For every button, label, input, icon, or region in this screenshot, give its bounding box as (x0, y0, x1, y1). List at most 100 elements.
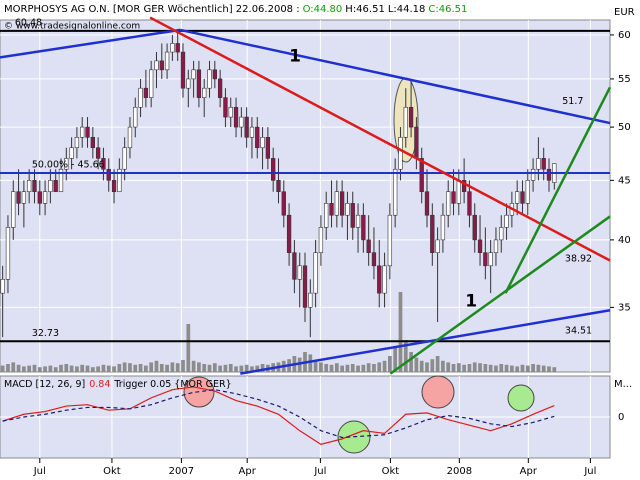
candle-body (255, 126, 260, 149)
volume-bar (48, 365, 53, 372)
volume-bar (207, 364, 212, 372)
volume-bar (22, 366, 26, 372)
candle-body (424, 191, 430, 216)
candle-body (536, 158, 541, 170)
level-label: 50.00% - 45.66 (32, 159, 105, 170)
candle-body (387, 214, 393, 267)
volume-bar (218, 365, 222, 372)
candle-body (361, 214, 366, 241)
candle-body (515, 191, 520, 204)
candle-body (329, 203, 334, 216)
candle-body (37, 191, 42, 204)
candle-body (154, 60, 159, 71)
volume-bar (101, 364, 106, 372)
volume-bar (462, 364, 466, 372)
candle-body (324, 203, 329, 228)
volume-bar (541, 365, 546, 372)
volume-bar (425, 362, 429, 372)
volume-bar (0, 365, 5, 372)
candle-body (488, 252, 493, 267)
volume-bar (75, 366, 79, 372)
candle-body (546, 168, 552, 181)
volume-bar (297, 357, 302, 372)
volume-bar (472, 362, 477, 372)
candle-body (101, 158, 106, 170)
candle-body (302, 265, 308, 308)
volume-bar (536, 364, 541, 372)
candle-body (382, 265, 387, 294)
trendline-label: 1 (465, 292, 477, 312)
volume-bar (409, 352, 413, 372)
candle-body (350, 203, 355, 228)
trigger-label: Trigger (113, 379, 147, 390)
volume-bar (377, 362, 382, 372)
volume-bar (197, 362, 201, 372)
candle-body (90, 137, 95, 149)
candle-body (281, 191, 286, 216)
macd-legend: MACD [12, 26, 9] 0.84 Trigger 0.05 {MOR GER} (4, 379, 232, 390)
candle-body (276, 180, 281, 193)
candle-body (53, 180, 58, 193)
candle-body (228, 106, 233, 118)
volume-bar (525, 365, 530, 372)
volume-bar (154, 360, 159, 372)
trendline-label: 51.7 (562, 96, 583, 107)
volume-bar (85, 365, 90, 372)
candle-body (149, 69, 154, 98)
candle-body (265, 137, 271, 159)
candle-body (21, 191, 27, 204)
y-tick-label: 60 (618, 30, 631, 41)
candle-body (180, 51, 186, 89)
candle-body (345, 203, 350, 216)
x-tick-label: Apr (520, 466, 538, 477)
candle-body (16, 191, 21, 204)
volume-bar (356, 365, 360, 372)
candle-body (106, 168, 111, 181)
trendline (149, 16, 611, 262)
candle-body (223, 97, 228, 118)
volume-bar (435, 356, 440, 372)
y-tick-label: 40 (618, 235, 631, 246)
volume-bar (324, 364, 329, 372)
volume-bar (552, 367, 557, 372)
candle-body (334, 191, 339, 216)
header-close: C:46.51 (428, 4, 467, 15)
candle-body (260, 137, 265, 149)
volume-bar (53, 367, 58, 372)
volume-bar (419, 360, 424, 372)
macd (2, 386, 555, 445)
volume-bar (510, 365, 514, 372)
volume-bar (388, 356, 392, 372)
candle-body (499, 227, 504, 241)
volume-bar (467, 364, 472, 372)
candle-body (217, 78, 223, 98)
volume-bar (531, 364, 535, 372)
volume-bar (6, 364, 10, 372)
trendline-label: 38.92 (565, 254, 592, 265)
candle-body (58, 168, 64, 193)
signal-line (2, 389, 555, 439)
candle-body (5, 227, 11, 280)
volume-bar (128, 363, 132, 372)
candle-body (11, 191, 16, 228)
y-tick-label: 45 (618, 175, 631, 186)
candle-body (175, 43, 180, 53)
volume-bar (144, 365, 148, 372)
candle-body (393, 168, 398, 216)
candle-body (202, 87, 207, 98)
volume-bar (451, 364, 456, 372)
volume-bar (202, 364, 207, 372)
header-low: L:44.18 (388, 4, 426, 15)
volume-bar (32, 364, 37, 372)
candle-body (461, 180, 467, 193)
candle-body (64, 158, 69, 170)
candle-body (467, 191, 472, 216)
candle-body (239, 116, 244, 128)
x-tick-label: Jul (313, 466, 326, 477)
x-tick-label: Apr (239, 466, 257, 477)
volume-bar (16, 364, 21, 372)
volume-bar (478, 363, 482, 372)
volume-bar (43, 366, 47, 372)
y-tick-label: 50 (618, 122, 631, 133)
watermark: © www.tradesignalonline.com (4, 22, 140, 32)
